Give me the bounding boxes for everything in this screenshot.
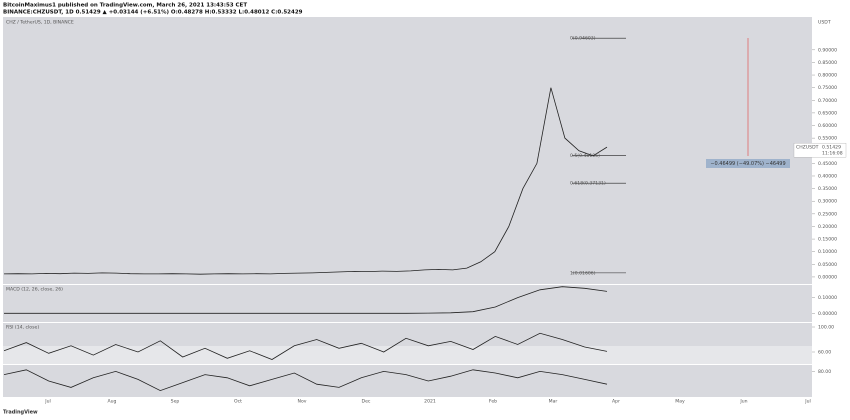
last-price-name: CHZUSDT — [796, 145, 819, 151]
x-tick-label: Nov — [298, 399, 307, 405]
y-tick-label: 0.80000 — [818, 73, 837, 79]
y-tick-label: 0.00000 — [818, 311, 837, 317]
pane-title: CHZ / TetherUS, 1D, BINANCE — [6, 20, 74, 26]
y-tick-label: 0.20000 — [818, 224, 837, 230]
y-tick-label: 80.00 — [818, 369, 831, 375]
price-line — [3, 87, 608, 275]
y-tick-label: 0.65000 — [818, 110, 837, 116]
y-tick-label: 0.00000 — [818, 274, 837, 280]
macd-line — [4, 286, 608, 314]
y-tick-label: 0.35000 — [818, 186, 837, 192]
price-pane — [3, 17, 812, 284]
fib-label: 0.5(0.48105) — [570, 153, 600, 159]
y-tick-label: 0.55000 — [818, 136, 837, 142]
y-tick-label: 0.85000 — [818, 60, 837, 66]
fib-label: 1(0.01606) — [570, 270, 596, 276]
measure-box — [706, 159, 790, 168]
y-tick-label: 0.90000 — [818, 47, 837, 53]
y-tick-label: 0.60000 — [818, 123, 837, 129]
countdown: 11:16:08 — [822, 151, 843, 157]
stoch-pane — [3, 365, 812, 397]
y-tick-label: 0.25000 — [818, 211, 837, 217]
y-tick-label: 0.45000 — [818, 161, 837, 167]
last-price-value: 0.51429 — [822, 145, 841, 151]
macd-title: MACD (12, 26, close, 26) — [6, 287, 63, 293]
x-tick-label: Feb — [489, 399, 497, 405]
y-tick-label: 0.30000 — [818, 199, 837, 205]
x-tick-label: Apr — [612, 399, 620, 405]
last-price-box — [793, 142, 847, 158]
y-tick-label: 0.15000 — [818, 237, 837, 243]
y-tick-label: 100.00 — [818, 325, 834, 331]
x-tick-label: Oct — [234, 399, 242, 405]
y-tick-label: 0.05000 — [818, 262, 837, 268]
y-tick-label: 0.70000 — [818, 98, 837, 104]
footer: TradingView — [3, 410, 38, 416]
x-tick-label: Jun — [739, 399, 747, 405]
price-unit: USDT — [818, 20, 831, 26]
fib-label: 0.618(0.37131) — [570, 181, 606, 187]
measure-label: −0.46499 (−49.07%) −46499 — [710, 161, 785, 167]
x-tick-label: Mar — [549, 399, 558, 405]
x-tick-label: May — [675, 399, 685, 405]
rsi-band — [3, 346, 812, 364]
rsi-title: RSI (14, close) — [6, 325, 39, 331]
x-tick-label: Dec — [362, 399, 371, 405]
x-tick-label: 2021 — [424, 399, 436, 405]
header-symbol: BINANCE:CHZUSDT, 1D 0.51429 ▲ +0.03144 (… — [3, 10, 303, 16]
y-tick-label: 0.75000 — [818, 85, 837, 91]
y-tick-label: 60.00 — [818, 350, 831, 356]
x-tick-label: Aug — [108, 399, 117, 405]
fib-label: 0(0.94603) — [570, 36, 596, 42]
header-author: BitcoinMaximus1 published on TradingView… — [3, 3, 247, 9]
y-tick-label: 0.10000 — [818, 295, 837, 301]
stoch-line — [3, 369, 608, 392]
x-tick-label: Jul — [44, 399, 51, 405]
rsi-line — [3, 332, 608, 360]
y-tick-label: 0.10000 — [818, 249, 837, 255]
y-tick-label: 0.40000 — [818, 173, 837, 179]
x-tick-label: Sep — [171, 399, 180, 405]
x-tick-label: Jul — [804, 399, 811, 405]
macd-pane — [3, 285, 812, 322]
